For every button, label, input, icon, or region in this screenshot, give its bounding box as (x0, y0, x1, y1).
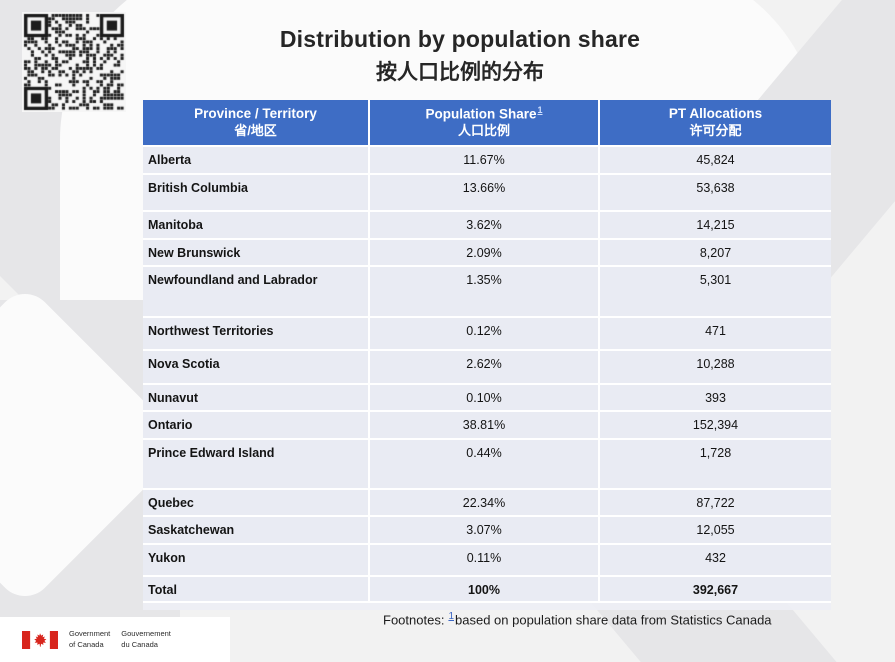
column-header-population-share: Population Share1 人口比例 (370, 100, 600, 147)
cell-population-share: 3.07% (370, 517, 600, 543)
table-row: Northwest Territories 0.12% 471 (143, 318, 831, 351)
cell-population-share: 11.67% (370, 147, 600, 173)
cell-pt-allocation: 45,824 (696, 153, 735, 167)
column-header-zh: 省/地区 (234, 122, 277, 138)
cell-province: Alberta (143, 147, 370, 173)
cell-pt-allocation: 12,055 (696, 523, 735, 537)
cell-pt-allocation: 14,215 (696, 218, 735, 232)
cell-pt-allocation: 152,394 (692, 418, 739, 432)
cell-population-share: 3.62% (370, 212, 600, 238)
cell-population-share: 13.66% (370, 175, 600, 210)
cell-population-share: 38.81% (370, 412, 600, 438)
cell-population-share: 0.11% (370, 545, 600, 575)
cell-population-share: 2.09% (370, 240, 600, 265)
table-row: Yukon 0.11% 432 (143, 545, 831, 577)
cell-pt-allocation: 5,301 (699, 273, 732, 287)
cell-province: British Columbia (143, 175, 370, 210)
column-header-en: Population Share1 (425, 105, 543, 122)
cell-province: Prince Edward Island (143, 440, 370, 488)
cell-population-share: 22.34% (370, 490, 600, 515)
table-row: Manitoba 3.62% 14,215 (143, 212, 831, 240)
cell-pt-allocation: 392,667 (692, 583, 739, 597)
cell-province: Total (143, 577, 370, 601)
column-header-en: Province / Territory (194, 106, 317, 122)
cell-pt-allocation: 53,638 (696, 181, 735, 195)
government-wordmark-box: Government of Canada Gouvernement du Can… (0, 617, 230, 662)
table-row: British Columbia 13.66% 53,638 (143, 175, 831, 212)
column-header-pt-allocations: PT Allocations 许可分配 (600, 100, 831, 147)
cell-pt-allocation: 432 (705, 551, 726, 565)
table-header: Province / Territory 省/地区 Population Sha… (143, 100, 831, 147)
footnote-label: Footnotes: (383, 612, 445, 628)
table-row-total: Total 100% 392,667 (143, 577, 831, 603)
cell-population-share: 0.44% (370, 440, 600, 488)
table-row: Quebec 22.34% 87,722 (143, 490, 831, 517)
cell-province: Yukon (143, 545, 370, 575)
cell-population-share: 2.62% (370, 351, 600, 383)
cell-province: New Brunswick (143, 240, 370, 265)
column-header-en: PT Allocations (668, 106, 763, 122)
cell-province: Nunavut (143, 385, 370, 410)
population-share-table: Province / Territory 省/地区 Population Sha… (143, 100, 831, 610)
cell-pt-allocation: 1,728 (699, 446, 732, 460)
cell-pt-allocation: 10,288 (696, 357, 735, 371)
title-block: Distribution by population share 按人口比例的分… (105, 26, 815, 86)
table-row: Alberta 11.67% 45,824 (143, 147, 831, 175)
cell-province: Nova Scotia (143, 351, 370, 383)
table-row: Newfoundland and Labrador 1.35% 5,301 (143, 267, 831, 318)
footnote-ref-link[interactable]: 1 (448, 611, 454, 622)
table-row: Nova Scotia 2.62% 10,288 (143, 351, 831, 385)
footnote-ref-link[interactable]: 1 (537, 105, 543, 116)
wordmark-text-french: Gouvernement du Canada (121, 629, 171, 649)
cell-province: Northwest Territories (143, 318, 370, 349)
cell-population-share: 100% (370, 577, 600, 601)
table-row: Nunavut 0.10% 393 (143, 385, 831, 412)
cell-province: Manitoba (143, 212, 370, 238)
wordmark-text-english: Government of Canada (69, 629, 111, 649)
table-footer-strip (143, 603, 831, 610)
page-title: Distribution by population share (279, 26, 641, 52)
column-header-province: Province / Territory 省/地区 (143, 100, 370, 147)
canada-wordmark: Government of Canada Gouvernement du Can… (22, 629, 171, 649)
canada-flag-icon (22, 630, 58, 649)
footnote: Footnotes: 1based on population share dat… (383, 611, 772, 627)
cell-pt-allocation: 471 (705, 324, 726, 338)
cell-province: Quebec (143, 490, 370, 515)
cell-pt-allocation: 87,722 (696, 496, 735, 510)
table-body: Alberta 11.67% 45,824 British Columbia 13.66… (143, 147, 831, 603)
table-row: Saskatchewan 3.07% 12,055 (143, 517, 831, 545)
cell-population-share: 1.35% (370, 267, 600, 316)
qr-code (22, 12, 126, 112)
footnote-text: based on population share data from Stat… (455, 612, 772, 628)
cell-province: Ontario (143, 412, 370, 438)
cell-pt-allocation: 8,207 (699, 246, 732, 260)
column-header-zh: 人口比例 (457, 123, 510, 139)
page-title-chinese: 按人口比例的分布 (376, 61, 544, 84)
column-header-zh: 许可分配 (689, 122, 742, 138)
cell-population-share: 0.10% (370, 385, 600, 410)
cell-province: Newfoundland and Labrador (143, 267, 370, 316)
cell-province: Saskatchewan (143, 517, 370, 543)
table-row: New Brunswick 2.09% 8,207 (143, 240, 831, 267)
cell-pt-allocation: 393 (705, 391, 726, 405)
table-row: Prince Edward Island 0.44% 1,728 (143, 440, 831, 490)
table-row: Ontario 38.81% 152,394 (143, 412, 831, 440)
cell-population-share: 0.12% (370, 318, 600, 349)
